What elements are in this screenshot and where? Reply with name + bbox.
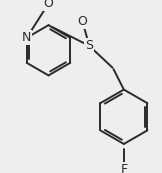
Text: F: F [120, 163, 127, 173]
Text: O: O [44, 0, 53, 10]
Text: S: S [85, 39, 93, 52]
Text: N: N [22, 31, 31, 44]
Text: O: O [78, 15, 87, 28]
